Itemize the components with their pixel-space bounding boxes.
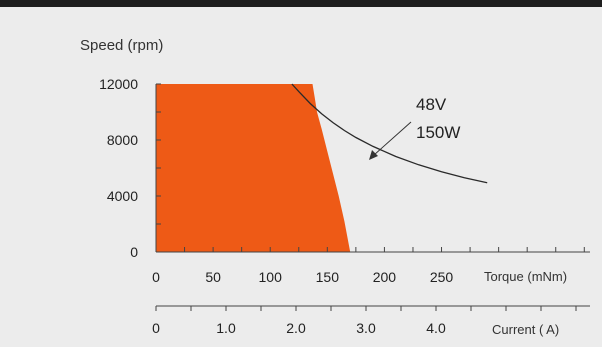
x-tick-label: 150: [316, 269, 340, 285]
x-tick-label: 50: [205, 269, 221, 285]
x2-tick-label: 0: [152, 320, 160, 336]
y-tick-label: 8000: [107, 132, 138, 148]
operating-region-layer: [156, 84, 351, 252]
x2-tick-label: 1.0: [216, 320, 236, 336]
y-tick-label: 12000: [99, 76, 138, 92]
x-axis-title: Torque (mNm): [484, 269, 567, 284]
y-axis-title: Speed (rpm): [80, 37, 163, 54]
x-tick-label: 250: [430, 269, 454, 285]
x2-tick-label: 4.0: [426, 320, 446, 336]
x2-tick-label: 2.0: [286, 320, 306, 336]
voltage-annotation: 48V: [416, 95, 447, 114]
top-bar: [0, 0, 602, 7]
power-annotation: 150W: [416, 123, 460, 142]
x2-axis-title: Current ( A): [492, 322, 559, 337]
axes-layer: 0 4000 8000 12000 0 50 100 150 200 250 0 1.0 2.0 3.0 4…: [99, 76, 590, 336]
operating-region: [156, 84, 351, 252]
annotation-leader-line: [373, 121, 412, 156]
power-curve-layer: [291, 83, 488, 184]
x-tick-label: 0: [152, 269, 160, 285]
power-curve: [291, 83, 488, 184]
annotation-arrowhead: [369, 150, 378, 160]
y-tick-label: 4000: [107, 188, 138, 204]
y-tick-label: 0: [130, 244, 138, 260]
x-tick-label: 100: [259, 269, 283, 285]
x-tick-label: 200: [373, 269, 397, 285]
x2-tick-label: 3.0: [356, 320, 376, 336]
